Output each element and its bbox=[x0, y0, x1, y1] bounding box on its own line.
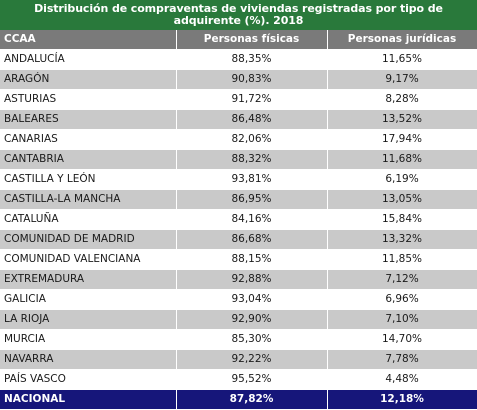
data-table: CCAA Personas físicas Personas jurídicas… bbox=[0, 30, 477, 410]
personas-fisicas-cell: 93,04% bbox=[176, 289, 328, 310]
personas-fisicas-cell: 88,35% bbox=[176, 49, 328, 70]
personas-juridicas-cell: 4,48% bbox=[327, 369, 477, 390]
column-header-personas-fisicas: Personas físicas bbox=[176, 30, 328, 50]
table-row: ASTURIAS 91,72% 8,28% bbox=[0, 89, 477, 110]
personas-fisicas-cell: 86,48% bbox=[176, 109, 328, 130]
personas-fisicas-cell: 92,88% bbox=[176, 269, 328, 290]
total-juridicas-cell: 12,18% bbox=[327, 389, 477, 410]
table-row: PAÍS VASCO 95,52% 4,48% bbox=[0, 369, 477, 390]
ccaa-cell: BALEARES bbox=[0, 109, 177, 130]
personas-fisicas-cell: 88,32% bbox=[176, 149, 328, 170]
ccaa-cell: MURCIA bbox=[0, 329, 177, 350]
ccaa-cell: COMUNIDAD DE MADRID bbox=[0, 229, 177, 250]
personas-fisicas-cell: 82,06% bbox=[176, 129, 328, 150]
table-body: ANDALUCÍA 88,35% 11,65% ARAGÓN 90,83% 9,17% AS… bbox=[0, 49, 477, 410]
personas-juridicas-cell: 7,10% bbox=[327, 309, 477, 330]
table-row: NAVARRA 92,22% 7,78% bbox=[0, 349, 477, 370]
personas-juridicas-cell: 6,19% bbox=[327, 169, 477, 190]
personas-juridicas-cell: 8,28% bbox=[327, 89, 477, 110]
personas-juridicas-cell: 9,17% bbox=[327, 69, 477, 90]
table-row: COMUNIDAD VALENCIANA 88,15% 11,85% bbox=[0, 249, 477, 270]
personas-fisicas-cell: 90,83% bbox=[176, 69, 328, 90]
ccaa-cell: CASTILLA Y LEÓN bbox=[0, 169, 177, 190]
table-row: LA RIOJA 92,90% 7,10% bbox=[0, 309, 477, 330]
ccaa-cell: PAÍS VASCO bbox=[0, 369, 177, 390]
ccaa-cell: CASTILLA-LA MANCHA bbox=[0, 189, 177, 210]
personas-fisicas-cell: 86,68% bbox=[176, 229, 328, 250]
personas-juridicas-cell: 6,96% bbox=[327, 289, 477, 310]
table-row: CASTILLA Y LEÓN 93,81% 6,19% bbox=[0, 169, 477, 190]
table-row: MURCIA 85,30% 14,70% bbox=[0, 329, 477, 350]
table-row: COMUNIDAD DE MADRID 86,68% 13,32% bbox=[0, 229, 477, 250]
personas-fisicas-cell: 84,16% bbox=[176, 209, 328, 230]
table-row: CATALUÑA 84,16% 15,84% bbox=[0, 209, 477, 230]
total-ccaa-cell: NACIONAL bbox=[0, 389, 177, 410]
ccaa-cell: COMUNIDAD VALENCIANA bbox=[0, 249, 177, 270]
ccaa-cell: EXTREMADURA bbox=[0, 269, 177, 290]
ccaa-cell: ASTURIAS bbox=[0, 89, 177, 110]
personas-juridicas-cell: 15,84% bbox=[327, 209, 477, 230]
table-row: GALICIA 93,04% 6,96% bbox=[0, 289, 477, 310]
personas-juridicas-cell: 11,85% bbox=[327, 249, 477, 270]
table-row: ARAGÓN 90,83% 9,17% bbox=[0, 69, 477, 90]
ccaa-cell: GALICIA bbox=[0, 289, 177, 310]
table-row: CANTABRIA 88,32% 11,68% bbox=[0, 149, 477, 170]
table-row: EXTREMADURA 92,88% 7,12% bbox=[0, 269, 477, 290]
total-row: NACIONAL 87,82% 12,18% bbox=[0, 389, 477, 410]
table-title: Distribución de compraventas de vivienda… bbox=[0, 0, 477, 30]
personas-fisicas-cell: 95,52% bbox=[176, 369, 328, 390]
ccaa-cell: CATALUÑA bbox=[0, 209, 177, 230]
ccaa-cell: CANTABRIA bbox=[0, 149, 177, 170]
column-header-personas-juridicas: Personas jurídicas bbox=[327, 30, 477, 50]
personas-juridicas-cell: 7,12% bbox=[327, 269, 477, 290]
ccaa-cell: ARAGÓN bbox=[0, 69, 177, 90]
personas-juridicas-cell: 7,78% bbox=[327, 349, 477, 370]
table-row: BALEARES 86,48% 13,52% bbox=[0, 109, 477, 130]
personas-juridicas-cell: 13,05% bbox=[327, 189, 477, 210]
ccaa-cell: LA RIOJA bbox=[0, 309, 177, 330]
personas-fisicas-cell: 86,95% bbox=[176, 189, 328, 210]
ccaa-cell: ANDALUCÍA bbox=[0, 49, 177, 70]
table-row: CASTILLA-LA MANCHA 86,95% 13,05% bbox=[0, 189, 477, 210]
personas-fisicas-cell: 92,22% bbox=[176, 349, 328, 370]
ccaa-cell: NAVARRA bbox=[0, 349, 177, 370]
column-header-ccaa: CCAA bbox=[0, 30, 177, 50]
table-row: ANDALUCÍA 88,35% 11,65% bbox=[0, 49, 477, 70]
personas-fisicas-cell: 88,15% bbox=[176, 249, 328, 270]
header-row: CCAA Personas físicas Personas jurídicas bbox=[0, 30, 477, 50]
personas-juridicas-cell: 11,68% bbox=[327, 149, 477, 170]
personas-fisicas-cell: 85,30% bbox=[176, 329, 328, 350]
personas-fisicas-cell: 93,81% bbox=[176, 169, 328, 190]
personas-fisicas-cell: 91,72% bbox=[176, 89, 328, 110]
personas-juridicas-cell: 13,32% bbox=[327, 229, 477, 250]
personas-juridicas-cell: 14,70% bbox=[327, 329, 477, 350]
personas-juridicas-cell: 17,94% bbox=[327, 129, 477, 150]
personas-juridicas-cell: 13,52% bbox=[327, 109, 477, 130]
total-fisicas-cell: 87,82% bbox=[176, 389, 328, 410]
personas-fisicas-cell: 92,90% bbox=[176, 309, 328, 330]
personas-juridicas-cell: 11,65% bbox=[327, 49, 477, 70]
table-row: CANARIAS 82,06% 17,94% bbox=[0, 129, 477, 150]
ccaa-cell: CANARIAS bbox=[0, 129, 177, 150]
